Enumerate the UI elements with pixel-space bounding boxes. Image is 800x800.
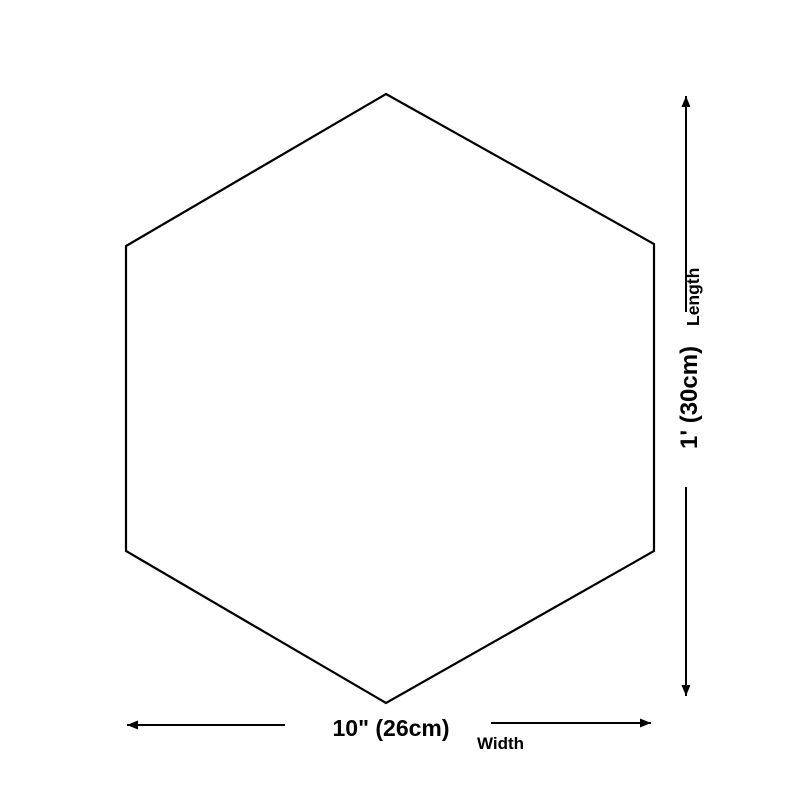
- svg-text:Width: Width: [477, 734, 524, 753]
- svg-text:1' (30cm): 1' (30cm): [676, 346, 703, 449]
- svg-text:Length: Length: [683, 268, 703, 326]
- svg-text:10" (26cm): 10" (26cm): [332, 715, 449, 741]
